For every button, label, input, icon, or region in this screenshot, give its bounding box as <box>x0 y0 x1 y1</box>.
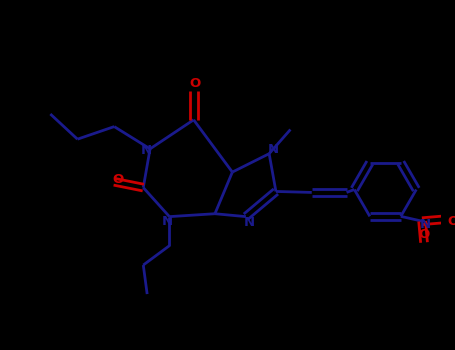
Text: O: O <box>189 77 200 90</box>
Text: N: N <box>162 215 173 228</box>
Text: N: N <box>141 144 152 157</box>
Text: N: N <box>268 144 278 156</box>
Text: O: O <box>419 228 430 241</box>
Text: O: O <box>447 215 455 228</box>
Text: N: N <box>420 218 430 231</box>
Text: N: N <box>244 216 255 229</box>
Text: O: O <box>112 173 124 186</box>
